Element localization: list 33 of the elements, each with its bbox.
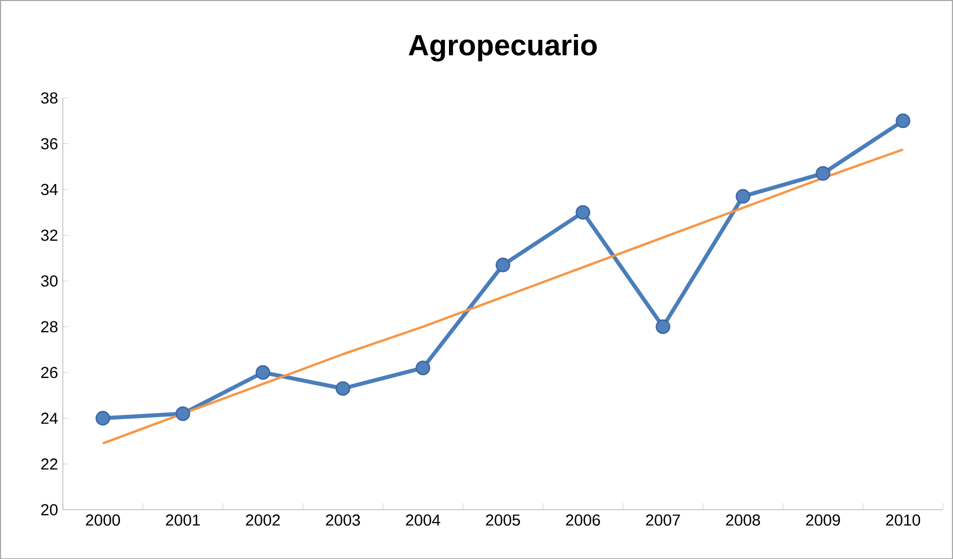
point: [816, 166, 830, 181]
x-tick-label: 2002: [246, 514, 280, 526]
point: [96, 410, 110, 426]
y-tick-label: 32: [41, 229, 58, 241]
point: [576, 204, 590, 220]
point: [496, 257, 510, 272]
y-tick-label: 22: [41, 458, 58, 470]
y-tick-label: 20: [41, 504, 58, 516]
y-tick-label: 38: [41, 92, 58, 104]
point: [896, 113, 910, 128]
point: [256, 364, 270, 380]
chart-title: Agropecuario: [408, 34, 597, 62]
y-tick-label: 28: [41, 320, 58, 332]
x-tick-label: 2003: [326, 514, 360, 526]
point: [656, 319, 670, 334]
y-tick-label: 36: [41, 138, 58, 150]
x-tick-label: 2000: [86, 514, 120, 526]
y-tick-label: 24: [41, 412, 58, 424]
point: [336, 381, 350, 396]
y-tick-label: 34: [41, 184, 58, 195]
x-tick-label: 2009: [806, 514, 840, 526]
point: [736, 188, 750, 204]
x-tick-label: 2010: [886, 514, 920, 526]
y-tick-label: 30: [41, 275, 58, 286]
point: [416, 360, 430, 376]
x-tick-label: 2007: [646, 514, 680, 526]
x-tick-label: 2006: [566, 514, 600, 526]
y-tick-label: 26: [41, 366, 58, 378]
x-tick-label: 2004: [406, 514, 440, 526]
point: [176, 406, 190, 421]
x-tick-label: 2008: [726, 514, 760, 526]
x-tick-label: 2001: [166, 514, 200, 526]
x-tick-label: 2005: [486, 514, 520, 526]
